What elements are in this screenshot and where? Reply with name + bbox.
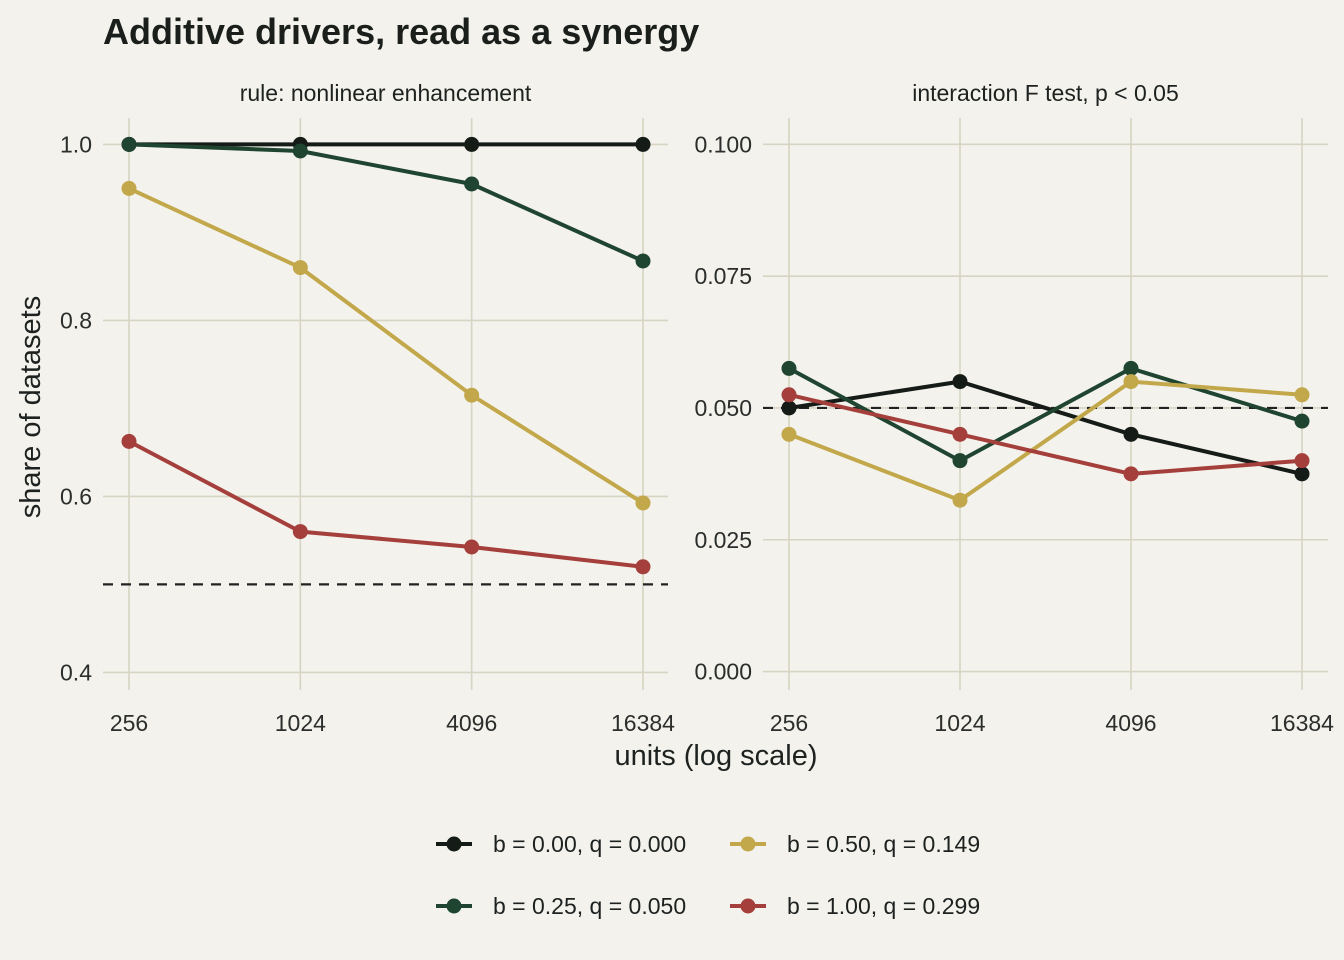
y-tick-label: 0.050	[694, 395, 752, 421]
series-1	[121, 136, 651, 152]
legend-item: b = 0.00, q = 0.000	[436, 831, 686, 857]
data-point	[292, 524, 308, 540]
x-tick-label: 16384	[1270, 710, 1334, 736]
chart-title: Additive drivers, read as a synergy	[103, 11, 699, 52]
series-line	[788, 392, 1303, 476]
data-point	[781, 360, 797, 376]
legend-item: b = 0.25, q = 0.050	[436, 893, 686, 919]
legend-item: b = 1.00, q = 0.299	[730, 893, 980, 919]
data-point	[121, 136, 137, 152]
data-point	[464, 387, 480, 403]
data-point	[781, 400, 797, 416]
series-3	[121, 180, 651, 511]
data-point	[464, 176, 480, 192]
x-tick-label: 16384	[611, 710, 675, 736]
series-1	[781, 374, 1310, 482]
panels: rule: nonlinear enhancement 0.4 0.6 0.8 1.0 2…	[60, 80, 1334, 736]
panel-strip-label: rule: nonlinear enhancement	[240, 80, 532, 106]
legend-key-point	[740, 898, 756, 914]
panel-2: interaction F test, p < 0.05 0.000 0.025 0.…	[694, 80, 1334, 736]
x-tick-label: 4096	[446, 710, 497, 736]
data-point	[952, 374, 968, 390]
x-tick-label: 1024	[934, 710, 985, 736]
data-point	[1123, 360, 1139, 376]
data-point	[1294, 387, 1310, 403]
data-point	[464, 136, 480, 152]
legend: b = 0.00, q = 0.000 b = 0.25, q = 0.050 b …	[436, 831, 980, 919]
legend-label: b = 1.00, q = 0.299	[787, 893, 980, 919]
series-line	[128, 142, 644, 263]
data-point	[121, 180, 137, 196]
y-tick-label: 0.100	[694, 131, 752, 157]
y-tick-label: 1.0	[60, 131, 92, 157]
series-4	[121, 433, 651, 575]
series-line	[788, 379, 1303, 476]
series-3	[781, 374, 1310, 508]
data-point	[635, 136, 651, 152]
y-tick-label: 0.075	[694, 263, 752, 289]
data-point	[1123, 426, 1139, 442]
legend-label: b = 0.25, q = 0.050	[493, 893, 686, 919]
legend-key-point	[446, 898, 462, 914]
data-point	[1294, 453, 1310, 469]
legend-label: b = 0.50, q = 0.149	[787, 831, 980, 857]
data-point	[464, 539, 480, 555]
data-point	[952, 492, 968, 508]
panel-1: rule: nonlinear enhancement 0.4 0.6 0.8 1.0 2…	[60, 80, 675, 736]
y-tick-label: 0.000	[694, 659, 752, 685]
x-axis-label: units (log scale)	[614, 740, 817, 772]
y-tick-label: 0.4	[60, 659, 92, 685]
x-tick-label: 1024	[275, 710, 326, 736]
legend-key-point	[446, 836, 462, 852]
series-line	[128, 439, 644, 569]
data-point	[1123, 466, 1139, 482]
series-2	[121, 136, 651, 269]
data-point	[952, 453, 968, 469]
data-point	[635, 253, 651, 269]
y-tick-label: 0.025	[694, 527, 752, 553]
data-point	[121, 433, 137, 449]
data-point	[1123, 374, 1139, 390]
data-point	[635, 559, 651, 575]
legend-item: b = 0.50, q = 0.149	[730, 831, 980, 857]
x-tick-label: 4096	[1105, 710, 1156, 736]
data-point	[292, 143, 308, 159]
legend-label: b = 0.00, q = 0.000	[493, 831, 686, 857]
data-point	[635, 495, 651, 511]
y-tick-label: 0.6	[60, 483, 92, 509]
legend-key-point	[740, 836, 756, 852]
y-tick-label: 0.8	[60, 307, 92, 333]
x-tick-label: 256	[110, 710, 148, 736]
series-4	[781, 387, 1310, 482]
x-tick-label: 256	[770, 710, 808, 736]
panel-strip-label: interaction F test, p < 0.05	[912, 80, 1179, 106]
data-point	[781, 387, 797, 403]
data-point	[1294, 466, 1310, 482]
series-line	[128, 186, 645, 505]
data-point	[1294, 413, 1310, 429]
series-line	[788, 379, 1303, 503]
y-axis-label: share of datasets	[15, 296, 47, 518]
data-point	[952, 426, 968, 442]
data-point	[781, 426, 797, 442]
data-point	[292, 260, 308, 276]
